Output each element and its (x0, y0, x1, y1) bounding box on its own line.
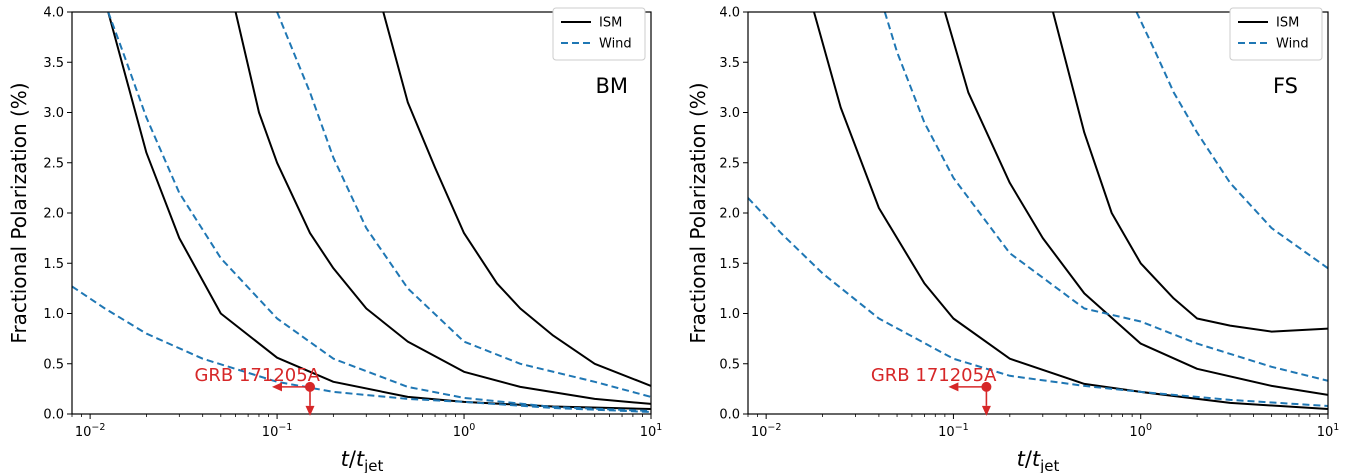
wind-curve-4 (748, 197, 1328, 407)
arrowhead-left (948, 382, 959, 392)
x-label-base: t (1032, 447, 1041, 471)
x-tick-exponent: −2 (91, 422, 105, 433)
y-tick-label: 3.0 (719, 106, 740, 121)
panel-label: FS (1273, 74, 1298, 98)
x-tick-exponent: −1 (278, 422, 292, 433)
y-axis-label: Fractional Polarization (%) (686, 82, 710, 343)
y-tick-label: 0.5 (43, 357, 64, 372)
y-tick-label: 1.5 (43, 257, 64, 272)
ism-curve-1 (107, 12, 651, 410)
legend-label: Wind (1276, 37, 1309, 52)
y-axis-label: Fractional Polarization (%) (7, 82, 31, 343)
x-tick-label: 101 (640, 422, 663, 440)
legend-label: Wind (599, 37, 632, 52)
data-point (981, 381, 992, 392)
x-tick-label: 10−1 (262, 422, 293, 440)
x-label-base: t (356, 447, 365, 471)
chart-panel-fs: 0.00.51.01.52.02.53.03.54.010−2 10−1 100 10… (686, 6, 1339, 473)
arrowhead-down (305, 405, 315, 416)
x-label-slash: / (349, 447, 357, 471)
ism-curve-2 (234, 12, 651, 405)
x-tick-base: 10 (640, 425, 657, 440)
x-tick-exponent: 0 (1146, 422, 1152, 433)
x-tick-base: 10 (1317, 425, 1334, 440)
y-tick-label: 3.5 (43, 56, 64, 71)
x-label-subscript: jet (1039, 457, 1059, 473)
ism-curve-2 (943, 12, 1328, 396)
x-tick-exponent: −1 (955, 422, 969, 433)
axes-frame (71, 11, 652, 415)
x-tick-exponent: −2 (767, 422, 781, 433)
x-tick-base: 10 (751, 425, 768, 440)
ism-curve-3 (1052, 12, 1328, 333)
data-point (305, 381, 316, 392)
wind-curve-5 (883, 12, 1328, 382)
x-tick-label: 100 (1129, 422, 1152, 440)
x-axis-label: t/tjet (1017, 447, 1060, 473)
x-tick-label: 101 (1317, 422, 1340, 440)
x-tick-exponent: 1 (656, 422, 662, 433)
series-group (748, 12, 1328, 410)
y-tick-label: 4.0 (719, 6, 740, 21)
x-label-var: t (341, 447, 350, 471)
y-tick-label: 1.5 (719, 257, 740, 272)
legend-label: ISM (599, 16, 622, 31)
legend: ISM Wind (552, 7, 646, 61)
y-tick-label: 2.5 (719, 156, 740, 171)
y-tick-label: 3.0 (43, 106, 64, 121)
x-tick-exponent: 1 (1333, 422, 1339, 433)
legend-label: ISM (1276, 16, 1299, 31)
y-tick-label: 1.0 (719, 307, 740, 322)
grb-annotation: GRB 171205A (871, 365, 997, 416)
panel-label: BM (595, 74, 628, 98)
x-label-subscript: jet (363, 457, 383, 473)
y-tick-label: 2.0 (719, 207, 740, 222)
x-label-var: t (1017, 447, 1026, 471)
wind-curve-4 (107, 12, 651, 412)
wind-curve-5 (276, 12, 651, 398)
x-tick-label: 10−2 (75, 422, 106, 440)
y-tick-label: 1.0 (43, 307, 64, 322)
arrowhead-down (981, 405, 991, 416)
grb-label: GRB 171205A (871, 365, 997, 386)
ism-curve-1 (813, 12, 1328, 410)
x-tick-base: 10 (938, 425, 955, 440)
x-tick-base: 10 (75, 425, 92, 440)
arrowhead-left (272, 382, 283, 392)
chart-panel-bm: 0.00.51.01.52.02.53.03.54.010−2 10−1 100 10… (7, 6, 662, 473)
series-group (72, 12, 651, 413)
x-tick-label: 100 (453, 422, 476, 440)
x-tick-exponent: 0 (469, 422, 475, 433)
y-tick-label: 2.0 (43, 207, 64, 222)
y-tick-label: 4.0 (43, 6, 64, 21)
grb-annotation: GRB 171205A (194, 365, 321, 416)
x-label-slash: / (1025, 447, 1033, 471)
x-tick-label: 10−1 (938, 422, 969, 440)
y-tick-label: 3.5 (719, 56, 740, 71)
y-tick-label: 2.5 (43, 156, 64, 171)
x-tick-base: 10 (262, 425, 279, 440)
y-tick-label: 0.5 (719, 357, 740, 372)
y-tick-label: 0.0 (43, 408, 64, 423)
x-tick-base: 10 (1129, 425, 1146, 440)
axes-frame (747, 11, 1329, 415)
wind-curve-6 (1135, 12, 1328, 270)
grb-label: GRB 171205A (194, 365, 320, 386)
x-tick-label: 10−2 (751, 422, 782, 440)
x-tick-base: 10 (453, 425, 470, 440)
ism-curve-3 (382, 12, 651, 387)
legend: ISM Wind (1229, 7, 1323, 61)
x-axis-label: t/tjet (341, 447, 384, 473)
y-tick-label: 0.0 (719, 408, 740, 423)
